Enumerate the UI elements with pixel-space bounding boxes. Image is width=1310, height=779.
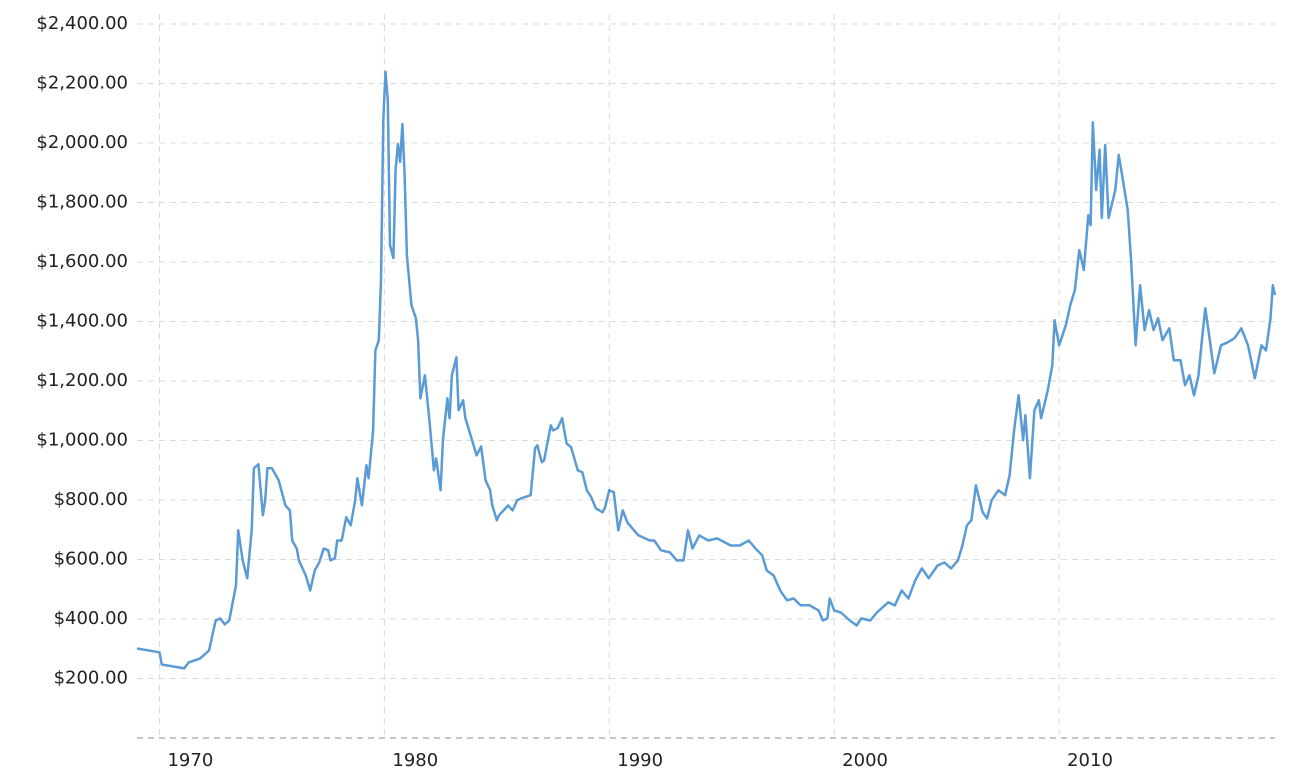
y-tick-label: $1,200.00: [36, 370, 128, 391]
y-tick-label: $800.00: [54, 489, 128, 510]
x-tick-label: 2000: [842, 750, 888, 771]
y-tick-label: $200.00: [54, 668, 128, 689]
y-tick-label: $2,400.00: [36, 13, 128, 34]
y-tick-label: $1,600.00: [36, 251, 128, 272]
x-tick-label: 1980: [392, 750, 438, 771]
x-tick-label: 1970: [167, 750, 213, 771]
y-tick-label: $1,800.00: [36, 192, 128, 213]
y-tick-label: $2,000.00: [36, 132, 128, 153]
y-tick-label: $1,000.00: [36, 430, 128, 451]
price-line: [136, 70, 1277, 670]
y-tick-label: $400.00: [54, 608, 128, 629]
x-tick-label: 1990: [617, 750, 663, 771]
y-tick-label: $600.00: [54, 549, 128, 570]
x-tick-label: 2010: [1067, 750, 1113, 771]
y-tick-label: $1,400.00: [36, 311, 128, 332]
y-tick-label: $2,200.00: [36, 73, 128, 94]
